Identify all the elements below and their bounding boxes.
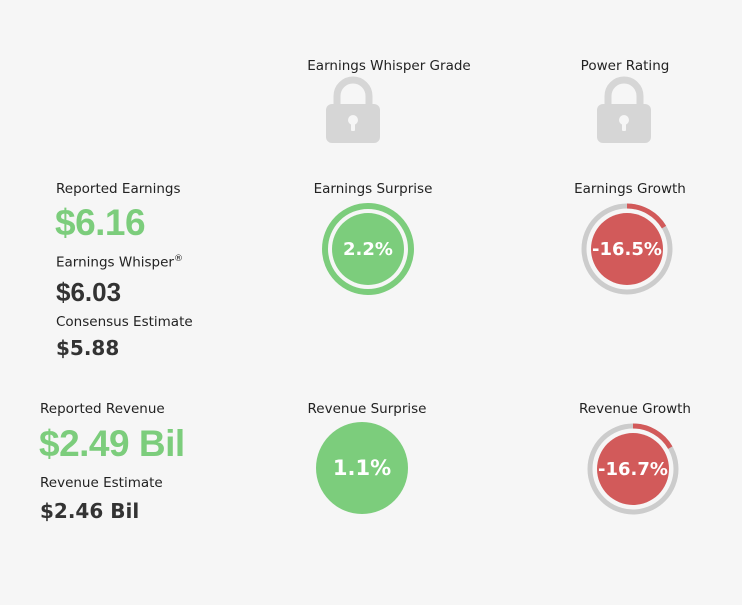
reported-revenue-value: $2.49 Bil [39, 423, 185, 464]
earnings-whisper-value: $6.03 [56, 277, 122, 307]
whisper-grade-lock-icon[interactable] [325, 76, 381, 144]
earnings-growth-disc [591, 213, 663, 285]
revenue-surprise-label: Revenue Surprise [307, 401, 427, 417]
earnings-growth-value: -16.5% [592, 239, 662, 260]
revenue-estimate-value: $2.46 Bil [40, 499, 140, 523]
revenue-surprise-disc [316, 422, 408, 514]
earnings-surprise-value: 2.2% [343, 239, 393, 260]
revenue-surprise-value: 1.1% [333, 456, 391, 480]
revenue-estimate-label: Revenue Estimate [40, 475, 163, 491]
consensus-estimate-value: $5.88 [56, 336, 120, 360]
revenue-growth-value: -16.7% [598, 459, 668, 480]
earnings-whisper-label: Earnings Whisper® [56, 254, 183, 271]
revenue-growth-disc [597, 433, 669, 505]
power-rating-label: Power Rating [580, 58, 670, 74]
reported-revenue-label: Reported Revenue [40, 401, 165, 417]
reported-earnings-value: $6.16 [55, 202, 146, 243]
whisper-grade-label: Earnings Whisper Grade [307, 58, 471, 74]
earnings-whisper-label-text: Earnings Whisper [56, 254, 174, 271]
revenue-surprise-gauge: 1.1% [316, 422, 408, 514]
earnings-growth-label: Earnings Growth [574, 181, 686, 197]
earnings-surprise-ring [322, 203, 414, 295]
earnings-surprise-disc [332, 213, 404, 285]
revenue-growth-label: Revenue Growth [579, 401, 691, 417]
revenue-growth-arc [632, 423, 673, 449]
consensus-estimate-label: Consensus Estimate [56, 314, 193, 330]
reported-earnings-label: Reported Earnings [56, 181, 181, 197]
registered-mark: ® [174, 254, 183, 264]
revenue-growth-gauge: -16.7% [587, 423, 679, 515]
earnings-growth-gauge: -16.5% [581, 203, 673, 295]
earnings-surprise-gauge: 2.2% [322, 203, 414, 295]
power-rating-lock-icon[interactable] [596, 76, 652, 144]
earnings-surprise-label: Earnings Surprise [313, 181, 433, 197]
earnings-growth-arc [626, 203, 667, 229]
